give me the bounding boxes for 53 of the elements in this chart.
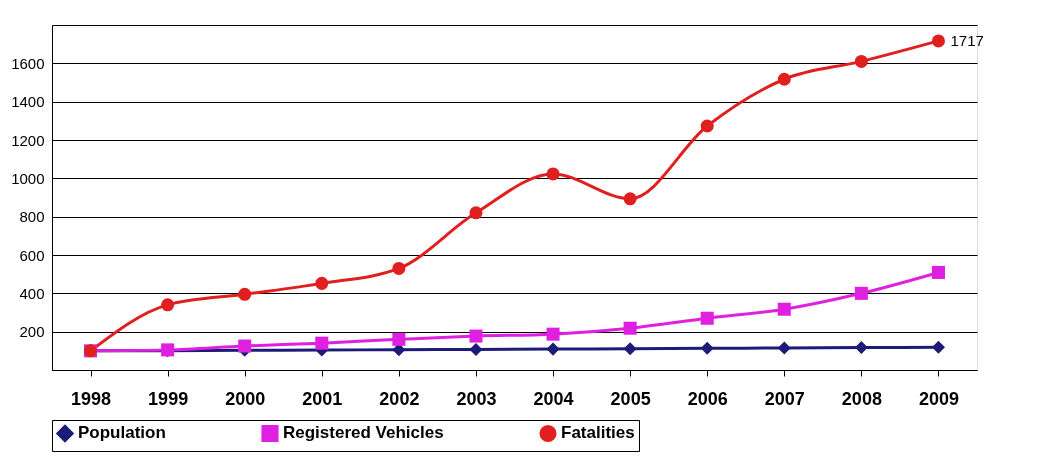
point bbox=[623, 321, 637, 335]
point bbox=[392, 332, 406, 346]
point bbox=[623, 342, 637, 356]
x-tick-label: 2006 bbox=[687, 388, 728, 409]
legend-label: Registered Vehicles bbox=[283, 423, 444, 443]
x-tick-label: 2002 bbox=[379, 388, 420, 409]
point bbox=[392, 343, 406, 357]
x-tick-label: 2000 bbox=[225, 388, 266, 409]
y-tick-label: 600 bbox=[19, 246, 45, 264]
y-tick-label: 1000 bbox=[11, 169, 45, 187]
point bbox=[700, 119, 714, 133]
point bbox=[546, 342, 560, 356]
point bbox=[931, 34, 945, 48]
point bbox=[777, 72, 791, 86]
point bbox=[854, 286, 868, 300]
point bbox=[931, 265, 945, 279]
x-tick-label: 2004 bbox=[533, 388, 574, 409]
x-tick-label: 1999 bbox=[148, 388, 189, 409]
legend-label: Population bbox=[78, 423, 166, 443]
x-tick-label: 1998 bbox=[71, 388, 112, 409]
point bbox=[546, 167, 560, 181]
x-tick-label: 2003 bbox=[456, 388, 497, 409]
point bbox=[161, 298, 175, 312]
point bbox=[700, 311, 714, 325]
point bbox=[777, 341, 791, 355]
point bbox=[469, 329, 483, 343]
y-tick-label: 800 bbox=[19, 208, 45, 226]
data-label: 1717 bbox=[950, 31, 984, 49]
point bbox=[546, 327, 560, 341]
legend-label: Fatalities bbox=[561, 423, 635, 443]
y-tick-label: 1600 bbox=[11, 54, 45, 72]
point bbox=[931, 340, 945, 354]
point bbox=[469, 342, 483, 357]
y-tick-label: 1200 bbox=[11, 131, 45, 149]
point bbox=[315, 276, 329, 290]
point bbox=[238, 339, 252, 353]
y-tick-label: 200 bbox=[19, 323, 45, 341]
x-tick-label: 2001 bbox=[302, 388, 343, 409]
x-tick-label: 2007 bbox=[764, 388, 805, 409]
point bbox=[392, 261, 406, 275]
point bbox=[777, 302, 791, 316]
y-tick-label: 400 bbox=[19, 284, 45, 302]
point bbox=[238, 287, 252, 301]
x-tick-label: 2009 bbox=[918, 388, 959, 409]
x-tick-label: 2008 bbox=[841, 388, 882, 409]
point bbox=[315, 336, 329, 350]
point bbox=[700, 341, 714, 355]
point bbox=[623, 192, 637, 206]
point bbox=[854, 54, 868, 68]
point bbox=[469, 206, 483, 220]
point bbox=[854, 341, 868, 355]
x-tick-label: 2005 bbox=[610, 388, 651, 409]
y-tick-label: 1400 bbox=[11, 93, 45, 111]
